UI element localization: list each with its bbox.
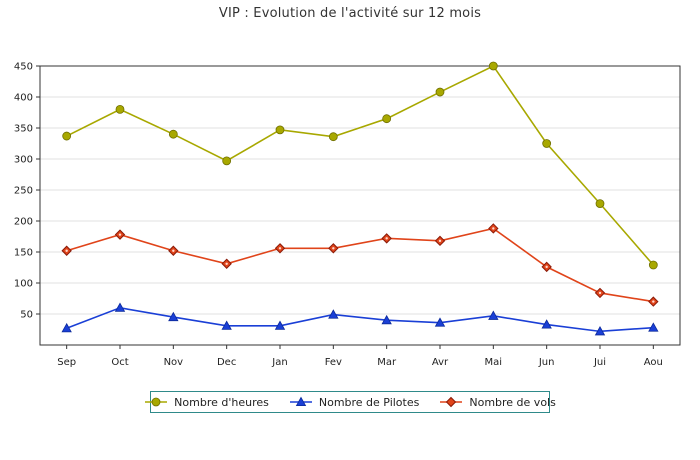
y-axis: 50 100 150 200 250 300 350 400 450	[14, 62, 40, 321]
y-tick-label: 100	[14, 279, 33, 290]
data-point	[61, 322, 72, 333]
grid-lines	[40, 65, 680, 315]
legend-item: Nombre d'heures	[144, 396, 269, 409]
data-point	[488, 61, 498, 71]
data-point-highlight	[598, 291, 602, 295]
data-point	[114, 302, 126, 312]
data-point	[541, 319, 552, 329]
series-line	[66, 64, 654, 266]
data-point	[274, 320, 286, 330]
x-tick-label: Nov	[164, 357, 184, 368]
x-tick-label: Dec	[217, 357, 236, 368]
x-tick-label: Aou	[644, 357, 663, 368]
data-point	[328, 309, 339, 319]
data-point	[434, 317, 446, 327]
legend-label: Nombre d'heures	[174, 395, 269, 409]
data-point	[328, 132, 338, 142]
data-point-highlight	[438, 239, 442, 243]
data-point	[115, 105, 125, 114]
data-point	[221, 320, 232, 330]
legend-item: Nombre de vols	[439, 395, 556, 409]
legend-swatch	[440, 396, 463, 408]
data-point-highlight	[652, 300, 655, 303]
data-point-highlight	[118, 233, 122, 236]
data-point-highlight	[385, 237, 388, 240]
x-tick-label: Oct	[111, 357, 128, 368]
legend-swatch	[145, 397, 168, 407]
legend-label: Nombre de Pilotes	[318, 395, 420, 409]
data-point-highlight	[545, 265, 548, 269]
data-point-highlight	[332, 247, 335, 250]
data-point-highlight	[278, 247, 282, 250]
legend-item: Nombre de Pilotes	[289, 395, 420, 409]
legend: Nombre d'heures Nombre de Pilotes Nombre d…	[145, 391, 556, 413]
y-tick-label: 50	[20, 310, 33, 321]
data-point	[382, 114, 392, 124]
data-point	[595, 199, 605, 209]
x-tick-label: Jun	[538, 357, 555, 368]
x-tick-label: Jui	[593, 357, 606, 368]
legend-swatch	[289, 396, 312, 407]
data-point	[435, 87, 445, 97]
series-2	[61, 302, 659, 336]
y-tick-label: 450	[14, 62, 33, 73]
plot-area	[39, 65, 681, 346]
y-tick-label: 200	[14, 217, 33, 228]
data-point	[381, 314, 392, 325]
x-axis: Sep Oct Nov Dec Jan Fev Mar Avr Mai Jun Jui Aou	[57, 345, 663, 368]
x-tick-label: Avr	[432, 357, 449, 368]
y-tick-label: 250	[14, 186, 33, 197]
legend-label: Nombre de vols	[469, 395, 556, 409]
data-point-highlight	[172, 249, 175, 252]
x-tick-label: Sep	[57, 357, 76, 368]
chart-title: VIP : Evolution de l'activité sur 12 moi…	[218, 6, 482, 21]
data-point-highlight	[225, 262, 228, 265]
y-tick-label: 400	[14, 93, 33, 104]
series-group	[61, 61, 659, 336]
data-point	[168, 129, 178, 139]
y-tick-label: 300	[14, 155, 33, 166]
x-tick-label: Mar	[377, 357, 397, 368]
y-tick-label: 150	[14, 248, 33, 259]
series-3	[61, 223, 659, 307]
x-tick-label: Mai	[485, 357, 503, 368]
series-1	[62, 61, 658, 270]
data-point	[222, 156, 232, 166]
x-tick-label: Jan	[271, 357, 287, 368]
data-point	[594, 326, 606, 336]
data-point	[648, 260, 658, 270]
series-line	[66, 227, 654, 303]
data-point	[648, 322, 659, 332]
data-point	[488, 310, 499, 320]
data-point	[275, 125, 285, 135]
data-point	[168, 311, 179, 322]
x-tick-label: Fev	[325, 357, 342, 368]
data-point-highlight	[65, 249, 68, 252]
series-line	[66, 306, 654, 333]
data-point	[542, 139, 552, 148]
y-tick-label: 350	[14, 124, 33, 135]
data-point	[62, 131, 72, 141]
data-point-highlight	[492, 227, 495, 230]
